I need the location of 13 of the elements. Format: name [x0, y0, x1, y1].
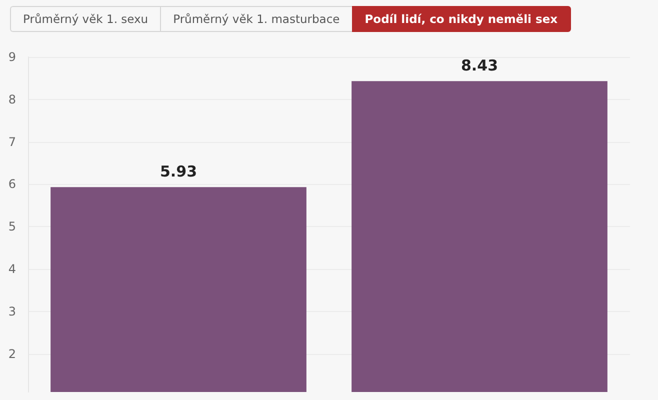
data-label: 8.43 — [460, 56, 498, 75]
y-tick-label: 9 — [8, 50, 16, 64]
y-tick-label: 4 — [8, 262, 16, 276]
text: Průměrný věk 1. sexu — [10, 6, 160, 32]
data-label: 5.93 — [160, 162, 198, 181]
y-tick-label: 2 — [8, 346, 16, 361]
y-tick-label: 8 — [8, 92, 16, 106]
y-tick-label: 5 — [8, 220, 16, 234]
chart-title: Podíl lidí, co nikdy neměli sex — [352, 6, 571, 32]
y-tick-label: 3 — [8, 304, 16, 318]
y-tick-label: 6 — [8, 177, 16, 192]
y-tick-label: 7 — [8, 134, 16, 149]
text: Průměrný věk 1. masturbace — [160, 6, 352, 32]
